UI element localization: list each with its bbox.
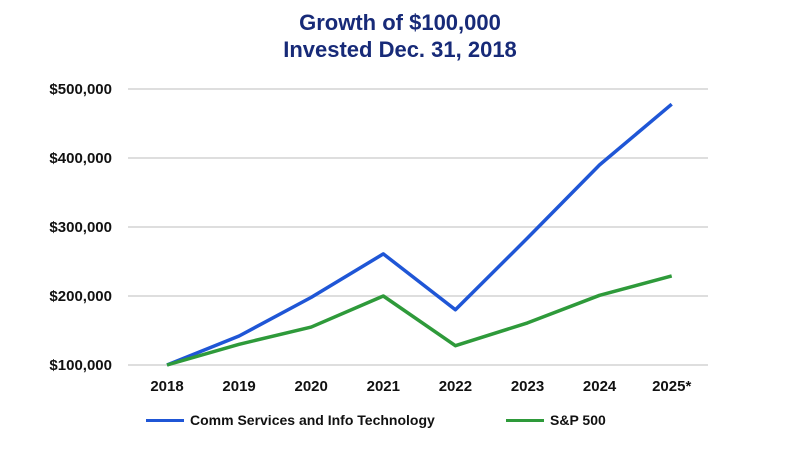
legend-label: Comm Services and Info Technology: [190, 412, 435, 428]
x-tick-label: 2021: [367, 378, 400, 395]
y-tick-label: $500,000: [49, 81, 112, 98]
x-tick-label: 2023: [511, 378, 544, 395]
x-tick-label: 2018: [150, 378, 183, 395]
x-tick-label: 2019: [222, 378, 255, 395]
legend-label: S&P 500: [550, 412, 606, 428]
x-tick-label: 2024: [583, 378, 617, 395]
legend-swatch: [506, 418, 544, 422]
legend-item-sp500: S&P 500: [506, 412, 606, 428]
y-tick-label: $200,000: [49, 288, 112, 305]
y-tick-label: $300,000: [49, 219, 112, 236]
chart-title-line-2: Invested Dec. 31, 2018: [283, 37, 517, 62]
x-tick-label: 2025*: [652, 378, 691, 395]
y-tick-label: $400,000: [49, 150, 112, 167]
legend-item-comm-services: Comm Services and Info Technology: [146, 412, 435, 428]
series-line-1: [166, 274, 673, 367]
y-tick-label: $100,000: [49, 357, 112, 374]
legend-swatch: [146, 418, 184, 422]
series-line-0: [166, 102, 673, 367]
x-tick-label: 2022: [439, 378, 472, 395]
x-tick-label: 2020: [295, 378, 328, 395]
chart-title-line-1: Growth of $100,000: [299, 10, 501, 35]
